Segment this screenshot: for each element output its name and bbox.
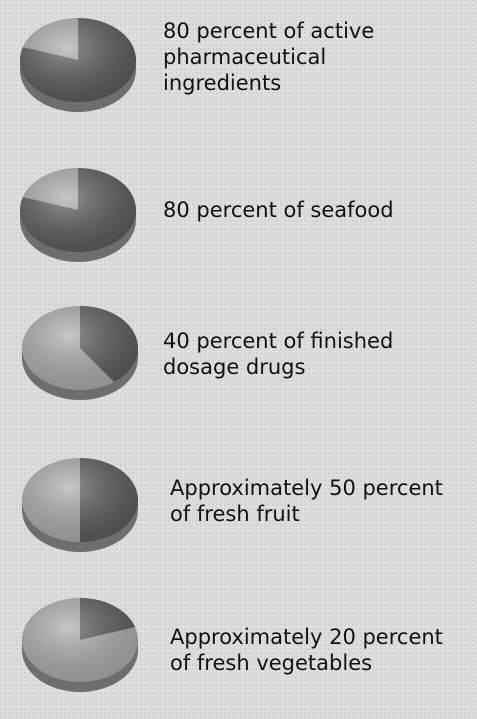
pie-shading: [22, 598, 138, 682]
pie-slices: [21, 598, 138, 682]
pie-chart-2: [20, 168, 137, 262]
pie-item-2: 80 percent of seafood: [0, 150, 477, 280]
pie-shading: [20, 18, 136, 102]
pie-shading: [20, 168, 136, 252]
pie-label-3: 40 percent of finished dosage drugs: [163, 329, 394, 379]
pie-slices: [22, 458, 138, 542]
pie-label-5: Approximately 20 percent of fresh vegeta…: [170, 625, 443, 675]
pie-item-5: Approximately 20 percent of fresh vegeta…: [0, 580, 477, 710]
pie-slices: [22, 306, 139, 390]
pie-label-1: 80 percent of active pharmaceutical ingr…: [163, 19, 375, 95]
pie-chart-4: [22, 458, 138, 552]
pie-chart-5: [21, 598, 138, 692]
pie-item-1: 80 percent of active pharmaceutical ingr…: [0, 0, 477, 130]
pie-chart-1: [20, 18, 137, 112]
pie-item-4: Approximately 50 percent of fresh fruit: [0, 440, 477, 570]
pie-item-3: 40 percent of finished dosage drugs: [0, 288, 477, 418]
pie-label-4: Approximately 50 percent of fresh fruit: [170, 476, 443, 526]
pie-shading: [22, 306, 138, 390]
pie-shading: [22, 458, 138, 542]
pie-label-2: 80 percent of seafood: [163, 198, 394, 222]
pie-chart-3: [22, 306, 139, 400]
pie-slices: [20, 168, 137, 252]
pie-slices: [20, 18, 137, 103]
